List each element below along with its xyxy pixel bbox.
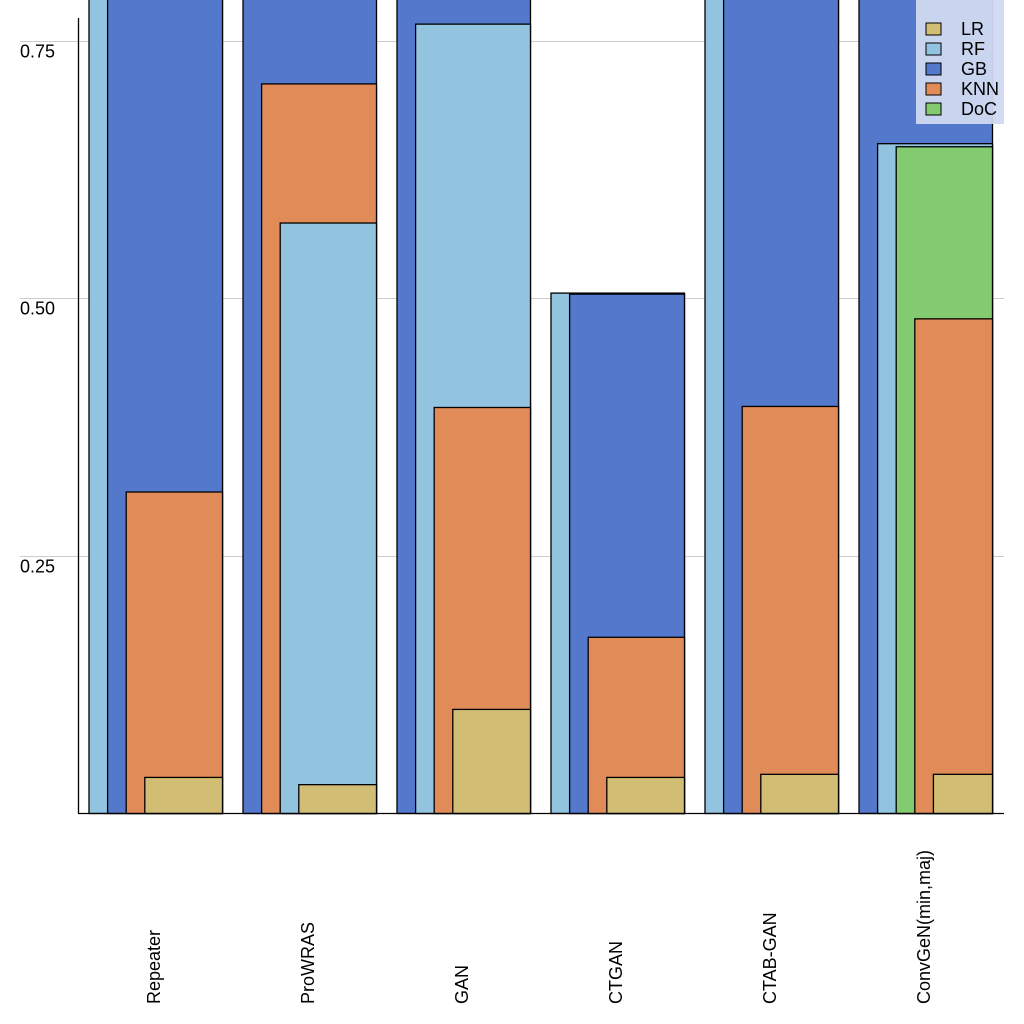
bar-group-convgen-min-maj- — [858, 0, 994, 815]
x-tick-label: CTGAN — [606, 941, 626, 1004]
bar-knn — [914, 318, 994, 815]
legend-label: KNN — [961, 79, 999, 99]
bar-group-prowras — [242, 0, 378, 815]
legend-swatch — [925, 62, 942, 76]
y-tick-label: 0.50 — [20, 299, 55, 319]
legend-item-lr: LR — [925, 19, 984, 39]
bar-group-ctgan — [550, 292, 686, 815]
bar-group-ctab-gan — [704, 0, 840, 815]
x-tick-label: GAN — [452, 965, 472, 1004]
bar-group-gan — [396, 0, 532, 815]
bar-group-repeater — [88, 0, 224, 815]
bar-lr — [298, 783, 378, 815]
legend-item-rf: RF — [925, 39, 985, 59]
bars — [88, 0, 994, 815]
y-tick-labels: 0.25 0.50 0.75 — [20, 42, 55, 577]
y-tick-label: 0.25 — [20, 557, 55, 577]
bar-knn — [741, 405, 840, 815]
legend-label: RF — [961, 39, 985, 59]
bar-lr — [144, 776, 224, 815]
legend-item-knn: KNN — [925, 79, 999, 99]
bar-knn — [125, 491, 224, 815]
axes — [77, 18, 1004, 815]
legend-item-doc: DoC — [925, 99, 997, 119]
legend-swatch — [925, 102, 942, 116]
bar-lr — [606, 776, 686, 815]
bar-lr — [932, 773, 994, 815]
x-tick-label: ProWRAS — [298, 922, 318, 1004]
bar-lr — [452, 708, 532, 815]
x-tick-labels: Repeater ProWRAS GAN CTGAN CTAB-GAN ConvGeN(m… — [144, 850, 934, 1004]
legend-swatch — [925, 22, 942, 36]
bar-lr — [760, 773, 840, 815]
legend-label: LR — [961, 19, 984, 39]
bar-rf — [279, 222, 378, 815]
legend-swatch — [925, 82, 942, 96]
legend-item-gb: GB — [925, 59, 987, 79]
y-tick-label: 0.75 — [20, 42, 55, 62]
legend-label: DoC — [961, 99, 997, 119]
x-tick-label: CTAB-GAN — [760, 912, 780, 1004]
x-tick-label: Repeater — [144, 930, 164, 1004]
legend-swatch — [925, 42, 942, 56]
legend-label: GB — [961, 59, 987, 79]
gridlines — [20, 41, 1004, 557]
x-tick-label: ConvGeN(min,maj) — [914, 850, 934, 1004]
